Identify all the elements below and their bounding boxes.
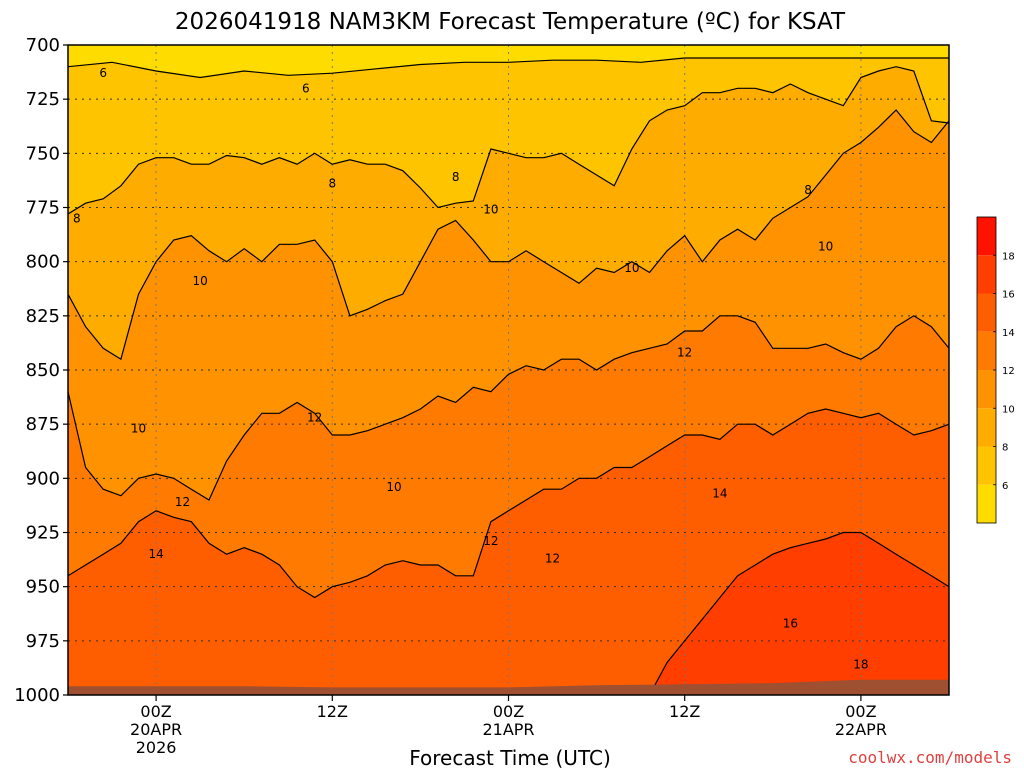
colorbar-tick-label: 18 [1002, 251, 1015, 262]
x-tick-label: 00Z [493, 702, 524, 721]
y-axis: 700 725 750 775 800 825 850 875 900 925 950 975 1000 [14, 35, 68, 706]
contour-label: 10 [193, 274, 208, 288]
colorbar-tick-label: 6 [1002, 481, 1008, 492]
colorbar-tick-label: 8 [1002, 443, 1008, 454]
contour-label: 12 [677, 346, 692, 360]
colorbar-swatch [977, 293, 996, 332]
y-tick-label: 950 [26, 577, 60, 598]
contour-label: 16 [783, 617, 798, 631]
x-tick-label: 00Z [140, 702, 171, 721]
contour-label: 12 [307, 411, 322, 425]
colorbar-tick-label: 14 [1002, 328, 1015, 339]
contour-label: 10 [818, 240, 833, 254]
contour-label: 8 [452, 170, 460, 184]
colorbar-tick-label: 10 [1002, 404, 1015, 415]
contour-label: 10 [131, 422, 146, 436]
colorbar: 6 8 10 12 14 16 18 [976, 216, 1015, 524]
y-tick-label: 975 [26, 631, 60, 652]
isotherm-10c [68, 109, 949, 361]
isotherm-12c [68, 315, 949, 501]
contour-label: 6 [302, 81, 310, 95]
x-tick-label: 20APR [130, 720, 182, 739]
x-tick-label: 21APR [482, 720, 534, 739]
y-tick-label: 850 [26, 360, 60, 381]
contour-label: 10 [624, 261, 639, 275]
x-tick-label: 00Z [845, 702, 876, 721]
colorbar-swatch [977, 370, 996, 409]
x-tick-label: 2026 [136, 738, 177, 757]
contour-label: 12 [175, 495, 190, 509]
contour-label: 8 [328, 177, 336, 191]
colorbar-swatch [977, 446, 996, 485]
y-tick-label: 800 [26, 252, 60, 273]
x-axis-label: Forecast Time (UTC) [409, 746, 611, 768]
isotherm-6c [68, 57, 949, 79]
y-tick-label: 725 [26, 89, 60, 110]
temp-band-16c [68, 532, 949, 695]
y-tick-label: 925 [26, 523, 60, 544]
y-tick-label: 775 [26, 198, 60, 219]
contour-label: 6 [99, 66, 107, 80]
colorbar-tick-label: 12 [1002, 366, 1015, 377]
ground-below-surface [68, 679, 949, 695]
contour-label: 14 [148, 547, 163, 561]
contour-label: 10 [483, 203, 498, 217]
credit-link[interactable]: coolwx.com/models [848, 748, 1012, 767]
colorbar-tick-label: 16 [1002, 290, 1015, 301]
x-tick-label: 12Z [669, 702, 700, 721]
plot-area: 6 6 8 8 8 8 10 10 10 10 10 10 12 12 12 12 12 14 14 16 18 [68, 45, 949, 695]
chart-title: 2026041918 NAM3KM Forecast Temperature (… [175, 9, 846, 35]
isotherm-14c [68, 408, 949, 599]
colorbar-swatch [977, 255, 996, 294]
y-tick-label: 875 [26, 414, 60, 435]
colorbar-swatch [977, 217, 996, 256]
contour-label: 10 [386, 480, 401, 494]
isotherm-16c [68, 531, 949, 695]
contour-label: 8 [73, 211, 81, 225]
colorbar-swatch [977, 484, 996, 523]
contour-label: 8 [804, 183, 812, 197]
y-tick-label: 750 [26, 143, 60, 164]
y-tick-label: 1000 [14, 685, 60, 706]
isotherm-8c [68, 66, 949, 215]
contour-label: 12 [483, 534, 498, 548]
contour-label: 12 [545, 552, 560, 566]
contour-label: 14 [712, 487, 727, 501]
y-tick-label: 825 [26, 306, 60, 327]
colorbar-swatch [977, 408, 996, 447]
colorbar-swatch [977, 331, 996, 370]
y-tick-label: 900 [26, 468, 60, 489]
x-tick-label: 12Z [317, 702, 348, 721]
contour-label: 18 [853, 658, 868, 672]
x-tick-label: 22APR [835, 720, 887, 739]
y-tick-label: 700 [26, 35, 60, 56]
